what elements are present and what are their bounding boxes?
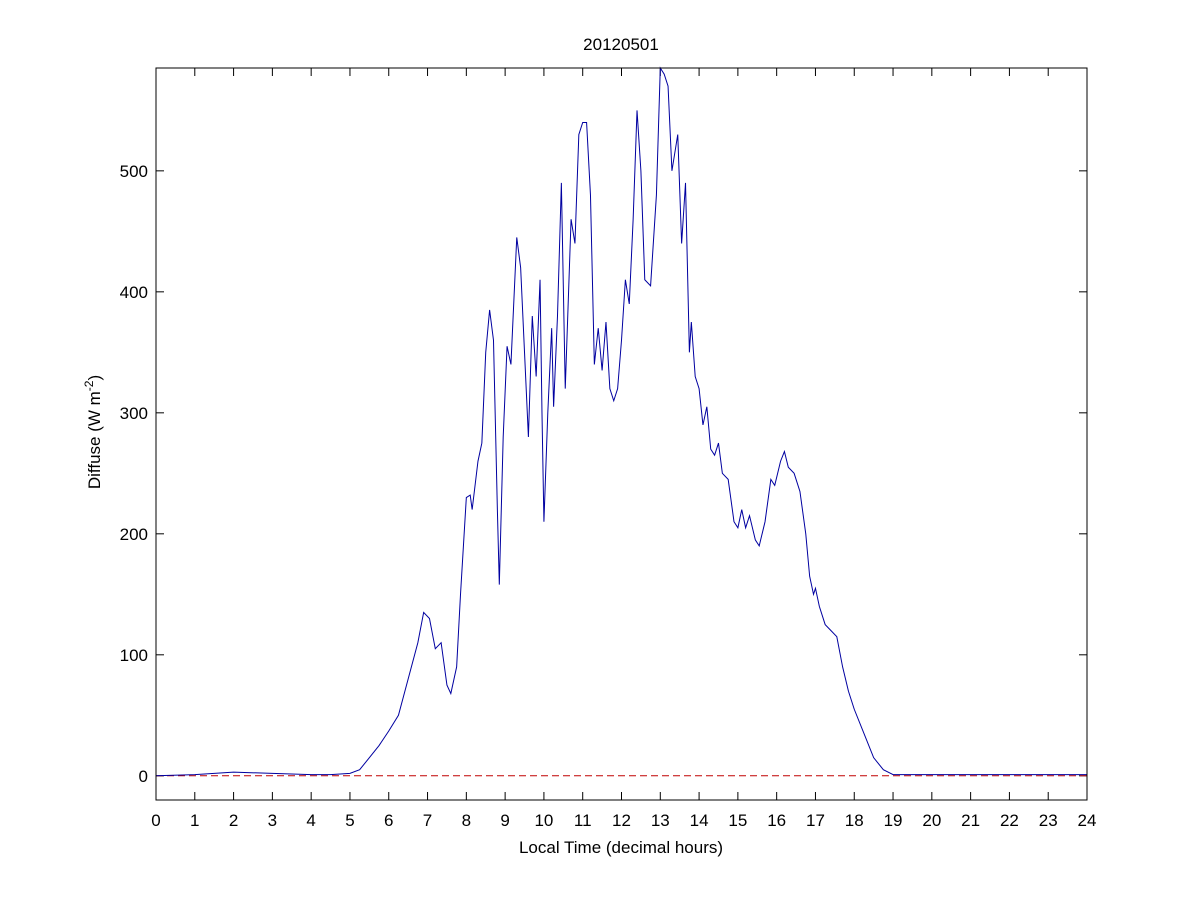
x-tick-label: 14 — [690, 811, 709, 830]
x-tick-label: 2 — [229, 811, 238, 830]
x-tick-label: 15 — [728, 811, 747, 830]
x-tick-label: 3 — [268, 811, 277, 830]
data-line — [155, 66, 1087, 777]
x-tick-label: 9 — [500, 811, 509, 830]
x-tick-label: 12 — [612, 811, 631, 830]
y-axis-label: Diffuse (W m-2) — [82, 375, 104, 489]
y-tick-label: 200 — [120, 525, 148, 544]
x-tick-label: 16 — [767, 811, 786, 830]
x-tick-label: 0 — [151, 811, 160, 830]
x-tick-label: 13 — [651, 811, 670, 830]
x-tick-label: 17 — [806, 811, 825, 830]
x-tick-label: 8 — [462, 811, 471, 830]
x-tick-label: 19 — [884, 811, 903, 830]
y-label-sup: -2 — [82, 380, 96, 391]
y-tick-label: 300 — [120, 404, 148, 423]
x-tick-label: 6 — [384, 811, 393, 830]
x-tick-label: 11 — [574, 811, 592, 830]
x-tick-label: 10 — [534, 811, 553, 830]
x-tick-label: 20 — [922, 811, 941, 830]
x-tick-label: 4 — [306, 811, 315, 830]
x-tick-label: 24 — [1078, 811, 1097, 830]
x-tick-label: 18 — [845, 811, 864, 830]
y-tick-label: 500 — [120, 162, 148, 181]
x-tick-label: 21 — [961, 811, 980, 830]
plot-frame — [155, 67, 1088, 801]
chart-title: 20120501 — [583, 35, 659, 54]
x-tick-label: 1 — [190, 811, 199, 830]
y-label-base: Diffuse (W m — [85, 391, 104, 489]
y-tick-label: 100 — [120, 646, 148, 665]
x-axis-label: Local Time (decimal hours) — [519, 838, 723, 857]
x-tick-label: 5 — [345, 811, 354, 830]
x-tick-label: 7 — [423, 811, 432, 830]
y-tick-label: 0 — [139, 767, 148, 786]
x-tick-label: 22 — [1000, 811, 1019, 830]
y-tick-label: 400 — [120, 283, 148, 302]
y-label-suffix: ) — [85, 375, 104, 381]
x-tick-label: 23 — [1039, 811, 1058, 830]
